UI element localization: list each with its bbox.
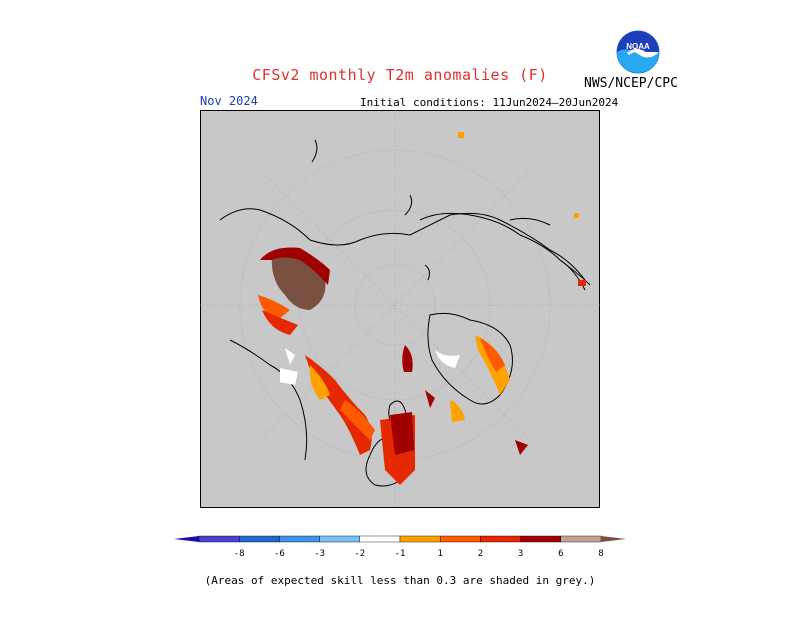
- colorbar-segment: [198, 535, 240, 543]
- colorbar-segment: [560, 535, 602, 543]
- colorbar-segment: [399, 535, 441, 543]
- colorbar-tick-label: -6: [274, 549, 285, 559]
- colorbar-tick-label: 2: [478, 549, 483, 559]
- footnote: (Areas of expected skill less than 0.3 a…: [204, 574, 596, 587]
- anomaly-region-russia-rim: [260, 247, 330, 285]
- agency-label: NWS/NCEP/CPC: [584, 76, 678, 91]
- colorbar-arrow-low: [174, 536, 199, 542]
- colorbar-tick-label: 1: [437, 549, 442, 559]
- noaa-logo-text: NOAA: [626, 42, 650, 51]
- colorbar-segment: [238, 535, 280, 543]
- colorbar-segment: [480, 535, 521, 543]
- colorbar-segment: [520, 535, 562, 543]
- colorbar-tick-label: 8: [598, 549, 603, 559]
- colorbar-segment: [319, 535, 361, 543]
- noaa-logo-icon: NOAA: [616, 30, 660, 74]
- colorbar-segment: [440, 535, 481, 543]
- initial-conditions: Initial conditions: 11Jun2024–20Jun2024: [360, 96, 619, 109]
- colorbar-segment: [279, 535, 320, 543]
- colorbar-tick-label: -1: [395, 549, 406, 559]
- forecast-month: Nov 2024: [200, 94, 258, 108]
- colorbar-arrow-high: [601, 536, 626, 542]
- colorbar-tick-label: 3: [518, 549, 523, 559]
- colorbar-tick-label: -3: [314, 549, 325, 559]
- colorbar-tick-label: -2: [354, 549, 365, 559]
- colorbar: -8 -6 -3 -2 -1 1 2 3 6 8: [174, 533, 628, 561]
- colorbar-segment: [359, 535, 401, 543]
- anomaly-regions: [258, 132, 586, 485]
- map-panel: [199, 109, 601, 509]
- colorbar-tick-label: -8: [234, 549, 245, 559]
- colorbar-tick-label: 6: [558, 549, 563, 559]
- chart-title: CFSv2 monthly T2m anomalies (F): [252, 66, 548, 84]
